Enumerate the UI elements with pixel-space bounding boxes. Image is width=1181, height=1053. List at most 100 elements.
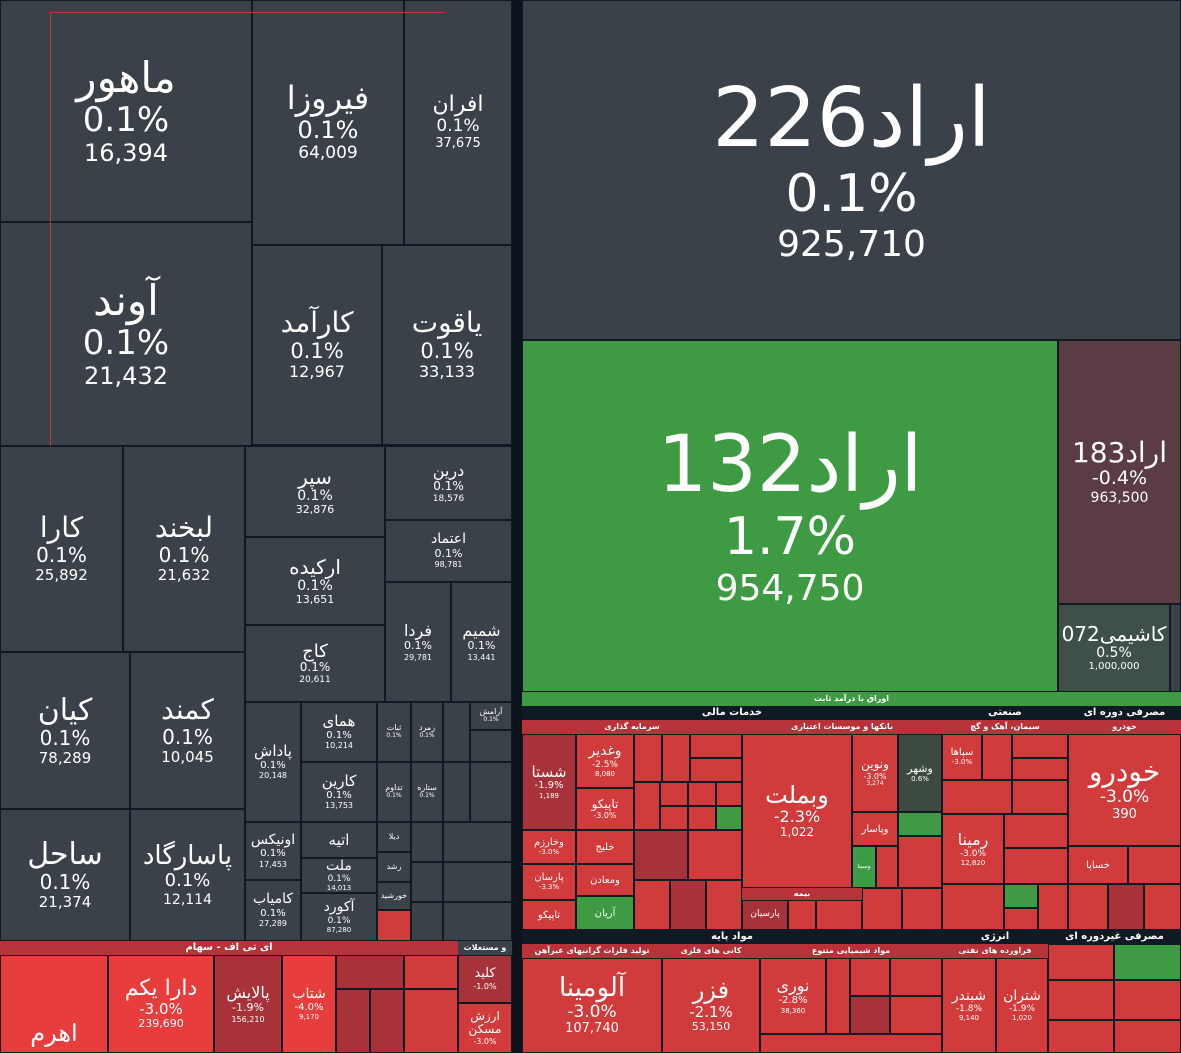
- stock-tile-i9[interactable]: [1004, 884, 1038, 908]
- stock-tile-s12[interactable]: [634, 830, 688, 880]
- stock-tile-vapasar[interactable]: وپاسار: [852, 812, 898, 846]
- fund-tile-khorshid[interactable]: خورشید: [377, 882, 411, 910]
- stock-tile-b2[interactable]: [898, 812, 942, 836]
- fund-tile-farda[interactable]: فردا 0.1% 29,781: [385, 582, 451, 702]
- tile-kalid[interactable]: کلید -1.0%: [458, 955, 512, 1003]
- stock-tile-vabmellat[interactable]: وبملت -2.3% 1,022: [742, 734, 852, 888]
- fund-tile-roshd[interactable]: رشد: [377, 852, 411, 882]
- fund-tile-darin[interactable]: درین 0.1% 18,576: [385, 446, 512, 520]
- stock-tile-s16[interactable]: [706, 880, 742, 930]
- stock-tile-e4[interactable]: [1114, 980, 1181, 1020]
- stock-tile-m1[interactable]: [826, 958, 850, 1034]
- fund-tile-small-3[interactable]: [443, 762, 470, 822]
- fund-tile-small-7[interactable]: [411, 902, 443, 941]
- stock-tile-m4[interactable]: [850, 996, 890, 1034]
- stock-tile-c1[interactable]: [1128, 846, 1181, 884]
- stock-tile-s5[interactable]: [634, 782, 660, 830]
- stock-tile-i7[interactable]: [1004, 848, 1068, 884]
- stock-tile-i5[interactable]: [1012, 780, 1068, 814]
- stock-tile-khalij[interactable]: خلیج: [576, 830, 634, 864]
- fund-tile-small-4[interactable]: [470, 762, 512, 822]
- fund-tile-kian[interactable]: کیان 0.1% 78,289: [0, 652, 130, 809]
- stock-tile-aluminia[interactable]: آلومینا -3.0% 107,740: [522, 958, 662, 1053]
- stock-tile-s7[interactable]: [688, 782, 716, 806]
- fund-tile-kamyab[interactable]: کامیاب 0.1% 27,289: [245, 880, 301, 941]
- stock-tile-e1[interactable]: [1048, 944, 1114, 980]
- stock-tile-s4[interactable]: [690, 758, 742, 782]
- stock-tile-m2[interactable]: [850, 958, 890, 996]
- stock-tile-parsan[interactable]: پارسان -3.3%: [522, 864, 576, 900]
- fund-tile-kara[interactable]: کارا 0.1% 25,892: [0, 446, 123, 652]
- stock-tile-b6[interactable]: [862, 888, 902, 930]
- stock-tile-s2[interactable]: [662, 734, 690, 782]
- stock-tile-vaghadir[interactable]: وغدیر -2.5% 8,080: [576, 734, 634, 788]
- etf-tile-dara-yekom[interactable]: دارا یکم -3.0% 239,690: [108, 955, 214, 1053]
- stock-tile-i10[interactable]: [1038, 884, 1068, 930]
- stock-tile-vasina[interactable]: وسینا: [852, 846, 876, 888]
- stock-tile-shatran[interactable]: شتران -1.9% 1,020: [996, 958, 1048, 1053]
- stock-tile-shasta[interactable]: شستا -1.9% 1,189: [522, 734, 576, 830]
- stock-tile-m5[interactable]: [890, 996, 942, 1034]
- etf-tile-small-2[interactable]: [404, 955, 458, 989]
- stock-tile-fazar[interactable]: فزر -2.1% 53,150: [662, 958, 760, 1053]
- fund-tile-afran[interactable]: افران 0.1% 37,675: [404, 0, 512, 245]
- fund-tile-small-6[interactable]: [411, 862, 443, 902]
- stock-tile-s9[interactable]: [660, 806, 688, 830]
- stock-tile-s11[interactable]: [716, 806, 742, 830]
- stock-tile-e6[interactable]: [1114, 1020, 1181, 1053]
- fund-tile-dila[interactable]: دیلا: [377, 822, 411, 852]
- stock-tile-i4[interactable]: [942, 780, 1012, 814]
- fund-tile-arash[interactable]: آرامش 0.1%: [470, 702, 512, 730]
- fund-tile-kashimi[interactable]: کاشیمی072 0.5% 1,000,000: [1058, 604, 1170, 692]
- fund-tile-small-2[interactable]: [470, 730, 512, 762]
- fund-tile-karin[interactable]: کارین 0.1% 13,753: [301, 762, 377, 822]
- stock-tile-tapico-2[interactable]: تاپیکو: [522, 900, 576, 930]
- stock-tile-khodro[interactable]: خودرو -3.0% 390: [1068, 734, 1181, 846]
- fund-tile-firooza[interactable]: فیروزا 0.1% 64,009: [252, 0, 404, 245]
- fund-tile-erad132[interactable]: اراد132 1.7% 954,750: [522, 340, 1058, 692]
- stock-tile-s14[interactable]: [634, 880, 670, 930]
- fund-tile-setareh[interactable]: ستاره 0.1%: [411, 762, 443, 822]
- fund-tile-separ[interactable]: سپر 0.1% 32,876: [245, 446, 385, 537]
- fund-tile-shamim[interactable]: شمیم 0.1% 13,441: [451, 582, 512, 702]
- stock-tile-s8[interactable]: [716, 782, 742, 806]
- stock-tile-e2[interactable]: [1114, 944, 1181, 980]
- etf-tile-small-3[interactable]: [336, 989, 370, 1053]
- etf-tile-small-4[interactable]: [370, 989, 404, 1053]
- stock-tile-s6[interactable]: [660, 782, 688, 806]
- stock-tile-vakharazm[interactable]: وخارزم -3.0%: [522, 830, 576, 864]
- fund-tile-karamad[interactable]: کارآمد 0.1% 12,967: [252, 245, 382, 445]
- stock-tile-tapico[interactable]: تاپیکو -3.0%: [576, 788, 634, 830]
- fund-tile-hamay[interactable]: همای 0.1% 10,214: [301, 702, 377, 762]
- stock-tile-e5[interactable]: [1048, 1020, 1114, 1053]
- stock-tile-vanovin[interactable]: ونوین -3.0% 3,274: [852, 734, 898, 812]
- stock-tile-khasapa[interactable]: خساپا: [1068, 846, 1128, 884]
- stock-tile-s13[interactable]: [688, 830, 742, 880]
- stock-tile-i6[interactable]: [1004, 814, 1068, 848]
- fund-tile-mellat[interactable]: ملت 0.1% 14,013: [301, 858, 377, 893]
- stock-tile-b1[interactable]: [876, 846, 898, 888]
- stock-tile-shabandar[interactable]: شبندر -1.8% 9,140: [942, 958, 996, 1053]
- fund-tile-labkhand[interactable]: لبخند 0.1% 21,632: [123, 446, 245, 652]
- stock-tile-m3[interactable]: [890, 958, 942, 996]
- stock-tile-b4[interactable]: [788, 900, 816, 930]
- fund-tile-onyx[interactable]: اونیکس 0.1% 17,453: [245, 822, 301, 880]
- stock-tile-e3[interactable]: [1048, 980, 1114, 1020]
- stock-tile-m6[interactable]: [760, 1034, 942, 1053]
- fund-tile-kaj[interactable]: کاج 0.1% 20,611: [245, 625, 385, 702]
- stock-tile-i2[interactable]: [1012, 734, 1068, 758]
- stock-tile-arian[interactable]: آریان: [576, 896, 634, 930]
- stock-tile-s1[interactable]: [634, 734, 662, 782]
- fund-tile-atieh[interactable]: اتیه: [301, 822, 377, 858]
- fund-tile-small-red[interactable]: [377, 910, 411, 941]
- etf-tile-small-5[interactable]: [404, 989, 458, 1053]
- stock-tile-noori[interactable]: نوری -2.8% 38,360: [760, 958, 826, 1034]
- fund-tile-small-8[interactable]: [443, 822, 512, 862]
- etf-tile-shetab[interactable]: شتاب -4.0% 9,170: [282, 955, 336, 1053]
- stock-tile-i8[interactable]: [942, 884, 1004, 930]
- fund-tile-sabat[interactable]: ثبات 0.1%: [377, 702, 411, 762]
- fund-tile-small-9[interactable]: [443, 862, 512, 902]
- stock-tile-i11[interactable]: [1004, 908, 1038, 930]
- stock-tile-c3[interactable]: [1108, 884, 1144, 930]
- etf-tile-ahrom[interactable]: اهرم: [0, 955, 108, 1053]
